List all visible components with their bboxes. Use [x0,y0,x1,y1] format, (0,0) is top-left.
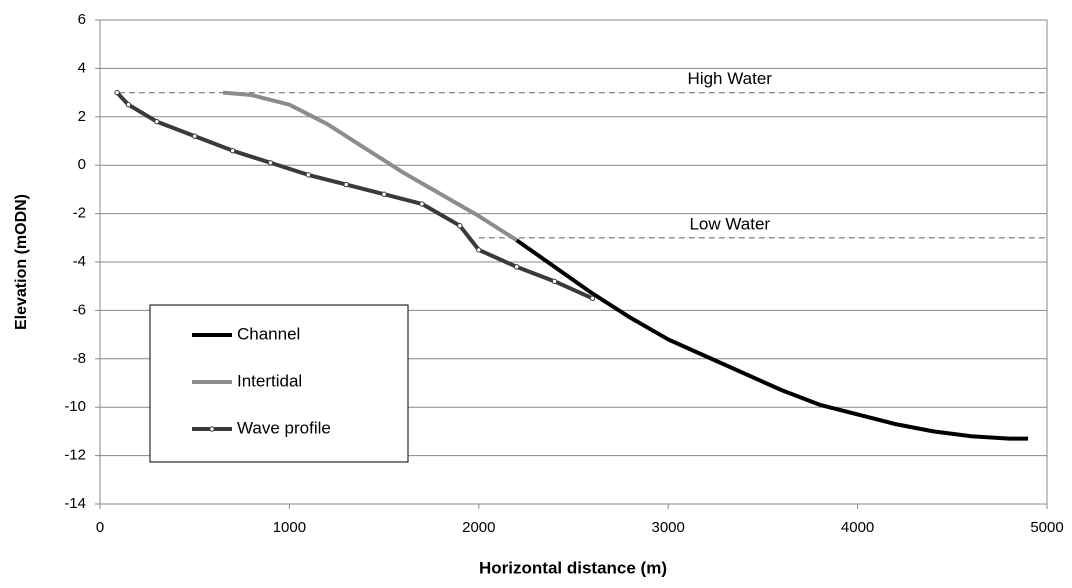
point-marker [267,160,274,166]
x-tick-label: 0 [96,519,104,536]
x-tick-label: 2000 [462,519,495,536]
point-marker [419,201,425,207]
point-marker [551,278,558,285]
x-tick-label: 3000 [652,519,685,536]
point-marker [114,89,120,96]
point-marker [343,181,349,188]
y-axis-label: Elevation (mODN) [13,194,30,330]
series-line [222,90,518,242]
y-tick-label: -14 [64,495,86,512]
point-marker [476,247,482,253]
point-marker [154,118,160,125]
point-marker [192,133,198,139]
legend-label: Intertidal [237,371,302,390]
x-tick-label: 1000 [273,519,306,536]
point-marker [513,264,520,270]
series-line [115,91,594,301]
y-tick-label: -2 [73,205,86,222]
legend-marker [209,426,215,432]
x-axis-label: Horizontal distance (m) [479,558,667,577]
point-marker [457,223,463,229]
y-tick-label: 4 [78,59,86,76]
y-tick-label: -4 [73,253,86,270]
y-tick-label: 0 [78,156,86,173]
legend-label: Channel [237,324,300,343]
legend-label: Wave profile [237,418,331,437]
point-marker [305,172,312,178]
y-tick-label: -12 [64,447,86,464]
series-line [515,238,1029,441]
annotation: High Water [688,69,773,88]
point-marker [589,295,596,301]
annotation: Low Water [689,214,770,233]
point-marker [229,147,236,154]
point-marker [381,191,387,197]
y-tick-label: -8 [73,350,86,367]
y-tick-label: -10 [64,398,86,415]
y-tick-label: -6 [73,301,86,318]
y-tick-label: 2 [78,108,86,125]
y-tick-label: 6 [78,11,86,28]
x-tick-label: 5000 [1030,519,1063,536]
x-tick-label: 4000 [841,519,874,536]
point-marker [125,102,132,108]
plot-frame [99,19,1048,505]
